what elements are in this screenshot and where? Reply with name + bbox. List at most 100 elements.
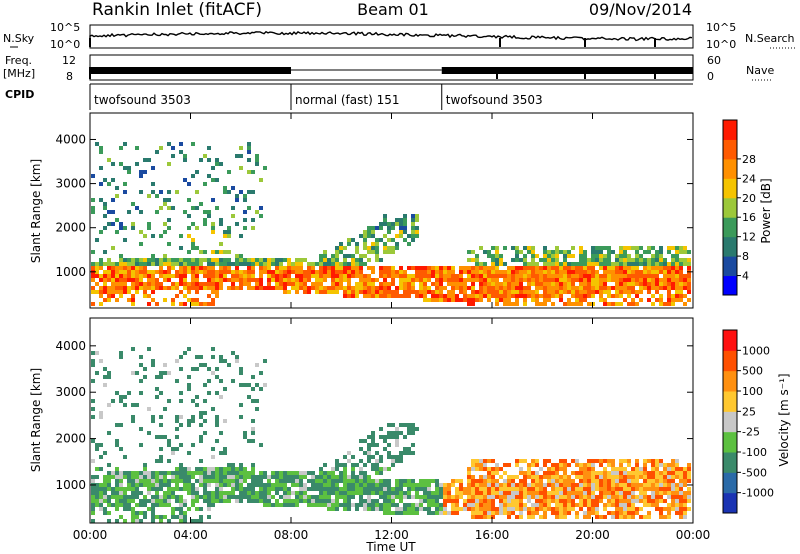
power-cell (375, 246, 379, 250)
power-cell (283, 266, 287, 270)
velocity-cell (379, 479, 383, 483)
velocity-cell (679, 479, 683, 483)
velocity-cell (119, 395, 123, 399)
power-cell (663, 286, 667, 290)
power-cell (283, 258, 287, 262)
power-cell (579, 278, 583, 282)
velocity-cell (267, 499, 271, 503)
velocity-cell (491, 511, 495, 515)
velocity-cell (299, 499, 303, 503)
power-cell (631, 278, 635, 282)
power-cell (207, 158, 211, 162)
power-cell (599, 266, 603, 270)
power-cell (423, 294, 427, 298)
velocity-cell (523, 483, 527, 487)
velocity-cell (495, 483, 499, 487)
power-cell (151, 290, 155, 294)
velocity-cell (131, 471, 135, 475)
power-x-ticks (89, 113, 694, 308)
power-cell (151, 286, 155, 290)
velocity-cell (151, 419, 155, 423)
power-colorbar-tick-label: 16 (742, 211, 756, 224)
velocity-cell (475, 503, 479, 507)
velocity-cell (199, 415, 203, 419)
velocity-cell (543, 495, 547, 499)
power-cell (167, 190, 171, 194)
velocity-cell (631, 487, 635, 491)
velocity-cell (243, 471, 247, 475)
power-cell (163, 298, 167, 302)
power-cell (391, 278, 395, 282)
power-cell (359, 290, 363, 294)
velocity-cell (363, 479, 367, 483)
power-cell (395, 274, 399, 278)
velocity-cell (251, 483, 255, 487)
power-cell (551, 250, 555, 254)
velocity-cell (563, 487, 567, 491)
power-cell (167, 286, 171, 290)
power-cell (351, 254, 355, 258)
power-cell (411, 214, 415, 218)
velocity-cell (251, 475, 255, 479)
power-cell (119, 286, 123, 290)
velocity-cell (335, 463, 339, 467)
velocity-cell (255, 407, 259, 411)
power-cell (483, 270, 487, 274)
velocity-cell (555, 491, 559, 495)
power-cell (471, 266, 475, 270)
velocity-cell (655, 503, 659, 507)
power-cell (627, 262, 631, 266)
power-cell (443, 278, 447, 282)
velocity-cell (375, 479, 379, 483)
power-cell (495, 298, 499, 302)
velocity-cell (487, 475, 491, 479)
velocity-cell (587, 463, 591, 467)
power-cell (671, 282, 675, 286)
velocity-cell (371, 507, 375, 511)
velocity-cell (147, 483, 151, 487)
velocity-cell (643, 471, 647, 475)
power-cell (163, 198, 167, 202)
power-cell (631, 302, 635, 306)
velocity-cell (187, 387, 191, 391)
velocity-cell (595, 499, 599, 503)
power-cell (219, 286, 223, 290)
velocity-cell (451, 499, 455, 503)
velocity-cell (123, 455, 127, 459)
velocity-cell (375, 499, 379, 503)
power-cell (599, 250, 603, 254)
power-cell (211, 278, 215, 282)
power-cell (635, 258, 639, 262)
velocity-cell (419, 503, 423, 507)
power-cell (383, 246, 387, 250)
velocity-cell (679, 491, 683, 495)
power-cell (171, 274, 175, 278)
power-cell (371, 278, 375, 282)
power-cell (415, 274, 419, 278)
velocity-cell (575, 511, 579, 515)
velocity-cell (495, 463, 499, 467)
power-cell (603, 274, 607, 278)
power-cell (491, 266, 495, 270)
power-cell (495, 290, 499, 294)
velocity-cell (379, 491, 383, 495)
velocity-cell (587, 479, 591, 483)
velocity-cell (467, 479, 471, 483)
velocity-cell (659, 491, 663, 495)
velocity-cell (383, 483, 387, 487)
velocity-cell (651, 503, 655, 507)
velocity-cell (263, 495, 267, 499)
velocity-cell (347, 459, 351, 463)
velocity-cell (171, 447, 175, 451)
power-cell (295, 274, 299, 278)
power-cell (259, 278, 263, 282)
power-cell (463, 298, 467, 302)
power-cell (143, 234, 147, 238)
power-cell (251, 270, 255, 274)
velocity-cell (683, 499, 687, 503)
velocity-cell (367, 499, 371, 503)
velocity-cell (295, 495, 299, 499)
velocity-cell (475, 495, 479, 499)
power-cell (367, 294, 371, 298)
